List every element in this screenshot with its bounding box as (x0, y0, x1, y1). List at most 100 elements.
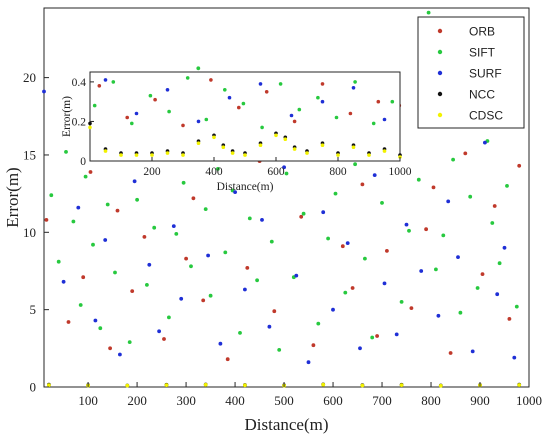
data-point (382, 149, 387, 153)
data-point (371, 121, 376, 126)
data-point (380, 201, 384, 205)
data-point (134, 111, 139, 116)
data-point (274, 133, 278, 138)
inset-y-axis-title: Error(m) (61, 96, 73, 137)
x-tick-label: 700 (372, 393, 392, 408)
data-point (375, 334, 379, 338)
data-point (399, 383, 404, 387)
data-point (147, 262, 152, 267)
data-point (514, 304, 519, 309)
data-point (88, 170, 93, 174)
data-point (320, 143, 325, 147)
data-point (243, 287, 247, 292)
data-point (218, 341, 223, 346)
data-point (152, 225, 157, 230)
data-point (181, 123, 185, 128)
data-point (282, 165, 286, 170)
data-point (451, 157, 455, 162)
data-point (212, 135, 216, 140)
x-tick-label: 300 (176, 393, 196, 408)
data-point (360, 182, 365, 187)
data-point (370, 335, 375, 340)
data-point (426, 10, 431, 15)
data-point (238, 331, 242, 335)
data-point (350, 286, 355, 290)
data-point (243, 383, 247, 388)
y-tick-label: 5 (30, 302, 37, 317)
legend-label-orb: ORB (469, 25, 495, 39)
data-point (446, 199, 451, 204)
data-point (184, 256, 189, 261)
data-point (221, 145, 226, 149)
data-point (241, 101, 246, 106)
data-point (333, 191, 338, 196)
data-point (448, 351, 453, 355)
data-point (517, 163, 522, 168)
legend-label-ncc: NCC (469, 88, 495, 102)
data-point (153, 97, 157, 102)
data-point (284, 171, 289, 176)
data-point (76, 205, 81, 210)
data-point (331, 307, 335, 312)
data-point (243, 153, 247, 157)
data-point (321, 210, 326, 215)
data-point (189, 264, 193, 269)
data-point (458, 310, 463, 315)
data-point (97, 84, 102, 88)
data-point (108, 346, 112, 351)
data-point (360, 383, 365, 388)
data-point (512, 355, 517, 360)
data-point (470, 349, 475, 354)
series-cdsc (47, 382, 522, 388)
data-point (196, 141, 201, 145)
data-point (92, 103, 97, 108)
inset-plot: 200 400 600 800 1000 0 0.2 0.4 Distance(m) Error(… (61, 71, 412, 193)
data-point (292, 147, 297, 151)
inset-x-axis-title: Distance(m) (217, 181, 274, 193)
data-point (206, 253, 211, 258)
data-point (463, 151, 468, 156)
data-point (367, 153, 371, 157)
legend-marker-orb (437, 28, 443, 34)
data-point (103, 149, 108, 153)
data-point (216, 167, 220, 171)
legend-label-cdsc: CDSC (469, 109, 503, 123)
x-tick-label: 200 (127, 393, 147, 408)
data-point (49, 193, 54, 198)
data-point (424, 227, 428, 232)
data-point (483, 140, 487, 145)
data-point (83, 174, 88, 179)
data-point (162, 337, 166, 341)
data-point (185, 76, 190, 80)
data-point (227, 95, 232, 100)
data-point (277, 348, 282, 352)
x-axis-title: Distance(m) (244, 415, 328, 434)
data-point (468, 194, 473, 199)
data-point (258, 143, 263, 147)
data-point (47, 383, 51, 387)
inset-y-tick-label: 0 (80, 156, 86, 168)
data-point (345, 241, 350, 246)
inset-x-tick-label: 1000 (389, 166, 412, 178)
data-point (480, 272, 485, 276)
data-point (61, 279, 66, 284)
y-tick-label: 0 (30, 380, 37, 395)
data-point (130, 121, 134, 126)
y-axis-title: Error(m) (3, 167, 22, 227)
y-tick-label: 10 (23, 225, 36, 240)
data-point (44, 218, 49, 222)
data-point (294, 273, 299, 278)
inset-x-tick-label: 800 (329, 166, 347, 178)
data-point (42, 89, 46, 94)
data-point (157, 329, 162, 334)
data-point (88, 121, 92, 126)
data-point (223, 88, 227, 92)
data-point (269, 239, 274, 244)
data-point (127, 340, 132, 344)
data-point (115, 208, 120, 213)
inset-x-tick-label: 600 (267, 166, 285, 178)
data-point (334, 115, 339, 120)
legend: ORB SIFT SURF NCC CDSC (417, 16, 525, 129)
data-point (167, 109, 171, 114)
